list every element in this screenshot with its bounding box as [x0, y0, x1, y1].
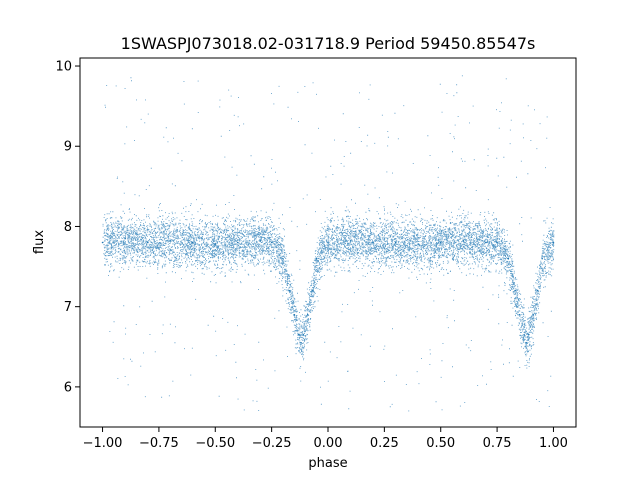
x-tick-label: 0.00 [314, 436, 343, 451]
data-points [101, 75, 555, 412]
data-point [496, 241, 498, 244]
data-point [532, 313, 534, 316]
data-point [288, 289, 291, 292]
data-point [485, 241, 487, 244]
data-point [297, 333, 300, 336]
x-axis-label: phase [308, 456, 347, 471]
data-point [315, 257, 318, 260]
data-point [282, 257, 284, 260]
data-point [259, 240, 262, 242]
data-point [523, 333, 525, 336]
data-point [536, 289, 539, 292]
y-tick-label: 6 [64, 380, 72, 395]
scatter-point-cloud [102, 75, 555, 412]
x-tick-label: 1.00 [539, 436, 568, 451]
data-point [302, 333, 305, 336]
y-tick-label: 9 [64, 140, 72, 155]
data-point [101, 241, 104, 244]
y-axis-label: flux [32, 230, 47, 254]
x-tick-label: −0.75 [139, 436, 179, 451]
x-tick-label: 0.25 [370, 436, 399, 451]
data-point [270, 241, 273, 244]
data-point [191, 241, 194, 244]
data-point [541, 257, 543, 260]
y-tick-label: 10 [55, 60, 72, 75]
y-tick-label: 8 [64, 220, 72, 235]
x-tick-label: −1.00 [83, 436, 123, 451]
y-tick-label: 7 [64, 300, 72, 315]
y-axis: 6 7 8 9 10 [55, 60, 80, 395]
x-tick-label: 0.50 [426, 436, 455, 451]
x-tick-label: 0.75 [483, 436, 512, 451]
x-axis: −1.00 −0.75 −0.50 −0.25 0.00 0.25 0.50 0.75 1.00 [83, 427, 568, 451]
data-point [214, 243, 217, 245]
data-point [237, 241, 239, 244]
data-point [300, 341, 302, 344]
data-point [293, 313, 295, 316]
data-point [327, 241, 329, 244]
data-point [507, 257, 510, 260]
chart-title: 1SWASPJ073018.02-031718.9 Period 59450.8… [121, 34, 536, 53]
data-point [514, 289, 516, 292]
x-tick-label: −0.50 [195, 436, 235, 451]
data-point [146, 241, 149, 244]
data-point [372, 241, 374, 244]
data-point [124, 237, 126, 240]
data-point [439, 241, 442, 244]
data-point [527, 333, 530, 336]
data-point [169, 240, 171, 242]
data-point [349, 240, 352, 242]
data-point [525, 341, 528, 344]
data-point [306, 313, 309, 316]
data-point [518, 313, 521, 316]
data-point [417, 243, 419, 245]
data-point [311, 289, 314, 292]
data-point [552, 241, 555, 244]
data-point [462, 240, 465, 242]
data-point [394, 241, 397, 244]
x-tick-label: −0.25 [252, 436, 292, 451]
